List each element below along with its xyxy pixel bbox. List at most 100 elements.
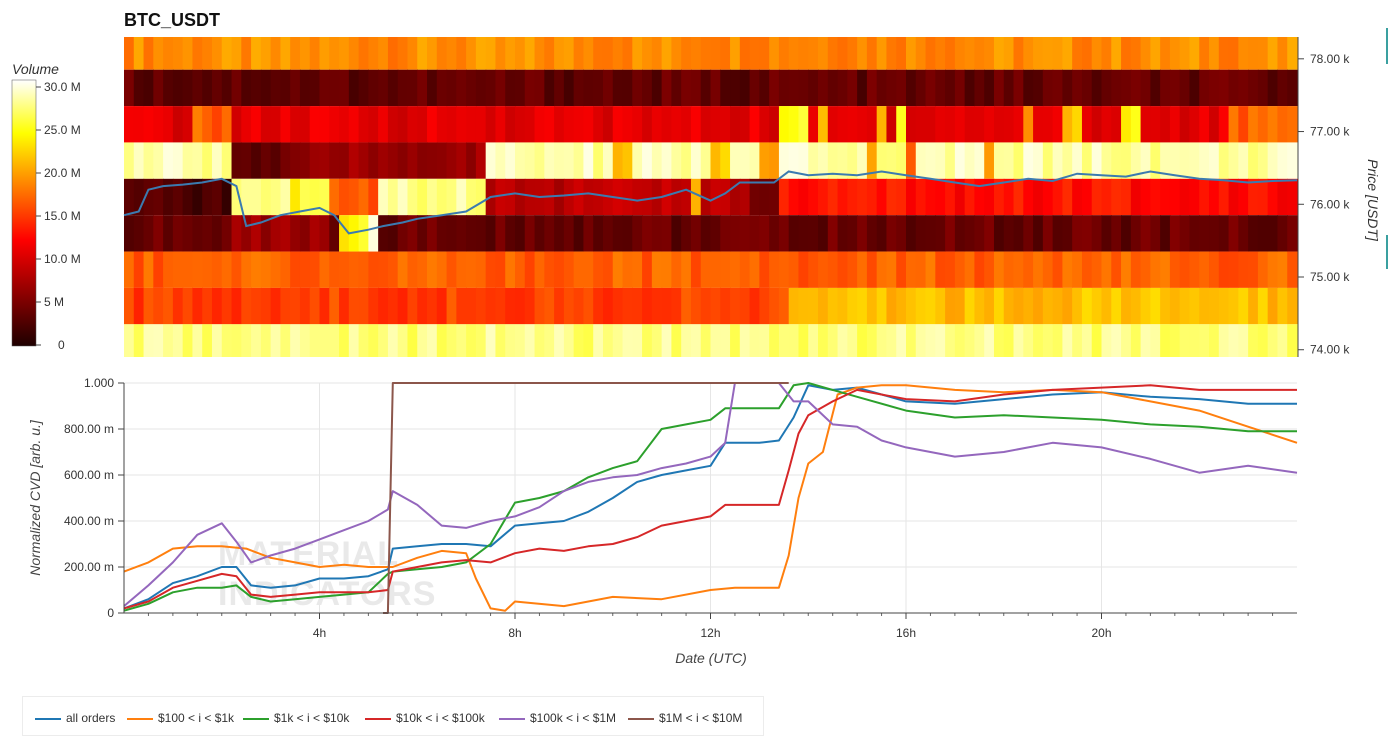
heatmap-cell	[515, 324, 526, 357]
heatmap-cell	[827, 324, 839, 357]
heatmap-cell	[730, 251, 741, 288]
heatmap-cell	[769, 37, 780, 70]
heatmap-cell	[466, 142, 477, 179]
legend-label: $1k < i < $10k	[274, 711, 350, 725]
heatmap-cell	[1013, 106, 1024, 143]
heatmap-cell	[1003, 251, 1015, 288]
heatmap-cell	[231, 69, 242, 107]
heatmap-cell	[925, 178, 936, 216]
heatmap-cell	[915, 215, 927, 252]
heatmap-cell	[1121, 287, 1132, 325]
heatmap-cell	[124, 178, 135, 216]
heatmap-cell	[681, 324, 692, 357]
heatmap-cell	[808, 324, 819, 357]
heatmap-cell	[1023, 324, 1034, 357]
heatmap-cell	[534, 287, 545, 325]
heatmap-cell	[1228, 215, 1239, 252]
heatmap-cell	[896, 251, 907, 288]
heatmap-cell	[153, 324, 164, 357]
heatmap-cell	[593, 324, 604, 357]
heatmap-cell	[1277, 215, 1288, 252]
heatmap-cell	[896, 178, 907, 216]
heatmap-cell	[612, 287, 624, 325]
heatmap-cell	[1042, 287, 1054, 325]
heatmap-cell	[182, 178, 194, 216]
heatmap-cell	[211, 324, 223, 357]
heatmap-cell	[1277, 178, 1288, 216]
heatmap-cell	[788, 324, 800, 357]
heatmap-cell	[329, 178, 340, 216]
heatmap-cell	[515, 215, 526, 252]
heatmap-cell	[671, 215, 682, 252]
heatmap-cell	[671, 69, 682, 107]
heatmap-cell	[808, 69, 819, 107]
cvd-series-line	[123, 384, 1297, 610]
heatmap-cell	[466, 251, 477, 288]
heatmap-cell	[407, 324, 418, 357]
heatmap-cell	[417, 215, 428, 252]
legend-swatch	[365, 718, 391, 720]
heatmap-cell	[1052, 215, 1064, 252]
heatmap-cell	[573, 215, 585, 252]
heatmap-cell	[524, 287, 536, 325]
heatmap-cell	[319, 106, 330, 143]
heatmap-cell	[427, 142, 438, 179]
heatmap-cell	[172, 324, 184, 357]
heatmap-cell	[1042, 69, 1054, 107]
heatmap-cell	[1013, 178, 1024, 216]
heatmap-cell	[554, 251, 565, 288]
heatmap-cell	[573, 69, 585, 107]
heatmap-cell	[1238, 324, 1249, 357]
heatmap-cell	[1169, 69, 1181, 107]
heatmap-cell	[915, 37, 927, 70]
heatmap-cell	[818, 69, 829, 107]
heatmap-cell	[1248, 251, 1259, 288]
heatmap-cell	[563, 178, 575, 216]
heatmap-cell	[202, 37, 213, 70]
cvd-x-tick-label: 12h	[700, 626, 720, 640]
heatmap-cell	[1140, 106, 1151, 143]
heatmap-cell	[593, 142, 604, 179]
heatmap-cell	[319, 324, 330, 357]
heatmap-cell	[945, 106, 956, 143]
heatmap-cell	[710, 69, 721, 107]
heatmap-cell	[1287, 178, 1298, 216]
heatmap-cell	[1023, 69, 1034, 107]
heatmap-cell	[163, 142, 174, 179]
heatmap-cell	[1248, 106, 1259, 143]
heatmap-cell	[778, 69, 790, 107]
heatmap-cell	[583, 178, 594, 216]
heatmap-cell	[651, 69, 663, 107]
heatmap-cell	[446, 69, 457, 107]
heatmap-cell	[309, 287, 321, 325]
heatmap-cell	[749, 287, 760, 325]
heatmap-cell	[788, 106, 800, 143]
heatmap-cell	[690, 178, 702, 216]
heatmap-cell	[573, 106, 585, 143]
heatmap-cell	[1003, 287, 1015, 325]
heatmap-cell	[651, 37, 663, 70]
colorbar-tick-label: 20.0 M	[44, 166, 81, 180]
heatmap-cell	[211, 142, 223, 179]
heatmap-cell	[534, 324, 545, 357]
heatmap-cell	[348, 37, 360, 70]
heatmap-cell	[456, 69, 467, 107]
heatmap-cell	[1033, 142, 1044, 179]
heatmap-cell	[309, 69, 321, 107]
heatmap-cell	[1003, 178, 1015, 216]
heatmap-cell	[778, 142, 790, 179]
heatmap-cell	[358, 178, 369, 216]
heatmap-cell	[876, 69, 888, 107]
heatmap-cell	[964, 178, 976, 216]
heatmap-cell	[1042, 324, 1054, 357]
heatmap-cell	[1267, 106, 1279, 143]
heatmap-cell	[866, 37, 878, 70]
heatmap-cell	[1062, 142, 1073, 179]
heatmap-cell	[387, 142, 399, 179]
heatmap-cell	[808, 215, 819, 252]
heatmap-cell	[1072, 324, 1083, 357]
heatmap-cell	[1081, 178, 1093, 216]
heatmap-cell	[827, 37, 839, 70]
heatmap-cell	[299, 251, 311, 288]
heatmap-cell	[661, 287, 673, 325]
